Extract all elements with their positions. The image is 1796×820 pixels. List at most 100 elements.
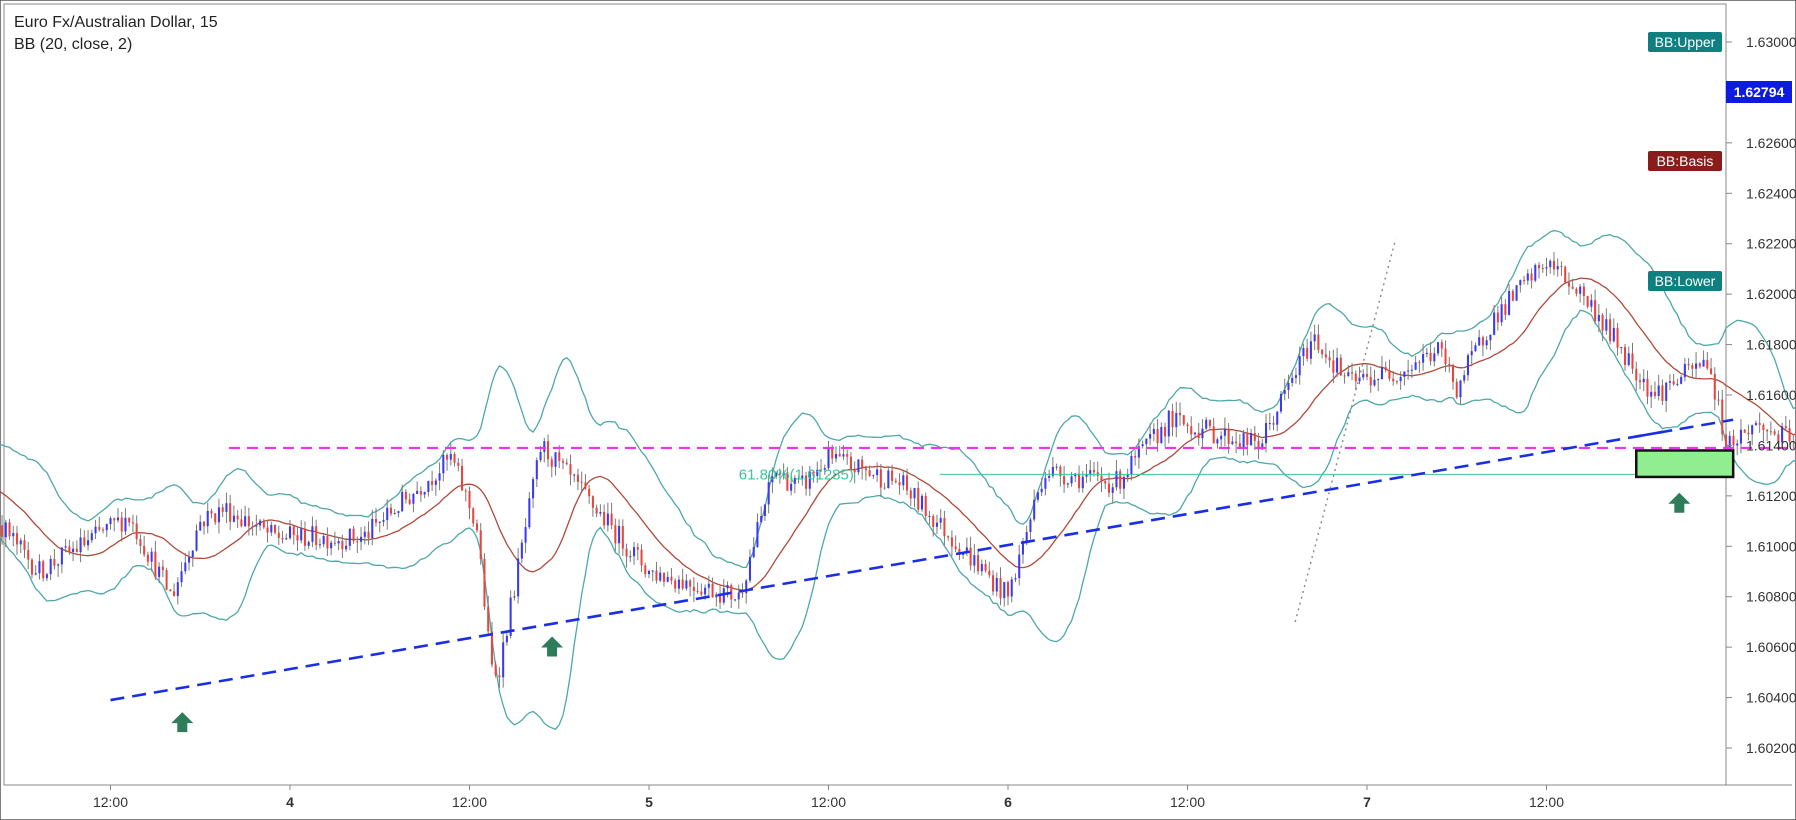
candle[interactable] (53, 548, 56, 570)
candle[interactable] (763, 504, 766, 521)
candle[interactable] (1616, 322, 1619, 356)
candle[interactable] (1564, 265, 1567, 285)
candle[interactable] (23, 534, 26, 559)
candle[interactable] (853, 461, 856, 484)
candle[interactable] (1672, 373, 1675, 386)
candle[interactable] (580, 471, 583, 494)
candle[interactable] (1040, 477, 1043, 496)
candle[interactable] (520, 539, 523, 564)
candle[interactable] (1691, 362, 1694, 378)
candle[interactable] (947, 535, 950, 541)
candle[interactable] (1433, 347, 1436, 367)
candle[interactable] (932, 514, 935, 537)
candle[interactable] (277, 525, 280, 545)
candle[interactable] (42, 559, 45, 582)
candle[interactable] (1048, 469, 1051, 482)
candle[interactable] (1698, 362, 1701, 369)
candle[interactable] (846, 449, 849, 465)
candle[interactable] (1306, 338, 1309, 362)
candle[interactable] (1392, 370, 1395, 386)
candle[interactable] (752, 537, 755, 559)
candle[interactable] (1160, 422, 1163, 444)
candle[interactable] (1362, 369, 1365, 381)
candle[interactable] (1145, 438, 1148, 456)
candle[interactable] (460, 458, 464, 492)
candle[interactable] (640, 544, 643, 573)
candle[interactable] (827, 440, 830, 470)
candle[interactable] (311, 516, 314, 548)
candle[interactable] (1152, 423, 1155, 442)
candle[interactable] (1302, 343, 1305, 366)
candle[interactable] (367, 521, 370, 545)
candle[interactable] (1265, 414, 1268, 453)
candle[interactable] (685, 573, 688, 591)
candle[interactable] (72, 541, 75, 562)
candle[interactable] (217, 498, 220, 534)
candle[interactable] (1751, 424, 1754, 446)
candle[interactable] (337, 537, 340, 551)
candle[interactable] (625, 543, 628, 568)
candle[interactable] (1695, 352, 1698, 379)
candle[interactable] (1687, 358, 1690, 371)
candle[interactable] (1175, 401, 1178, 438)
candle[interactable] (547, 434, 550, 467)
candle[interactable] (715, 592, 718, 607)
candle[interactable] (554, 452, 557, 476)
candle[interactable] (767, 474, 770, 514)
candle[interactable] (595, 504, 598, 518)
candle[interactable] (1739, 419, 1742, 454)
candle[interactable] (1332, 349, 1335, 384)
candle[interactable] (1186, 422, 1189, 433)
candle[interactable] (345, 538, 348, 552)
candle[interactable] (87, 530, 90, 551)
candle[interactable] (1661, 379, 1664, 406)
candle[interactable] (995, 572, 998, 597)
candle[interactable] (909, 487, 912, 506)
candle[interactable] (356, 536, 359, 554)
candle[interactable] (419, 486, 422, 502)
candle[interactable] (64, 539, 67, 553)
candle[interactable] (498, 667, 501, 688)
candle[interactable] (1384, 361, 1387, 373)
candle[interactable] (1407, 359, 1410, 380)
candle[interactable] (505, 630, 508, 646)
candle[interactable] (1167, 409, 1170, 444)
candle[interactable] (1485, 336, 1488, 350)
candle[interactable] (1380, 356, 1383, 380)
candle[interactable] (1582, 282, 1585, 306)
candle[interactable] (984, 559, 987, 573)
candle[interactable] (1710, 357, 1713, 375)
candle[interactable] (318, 538, 321, 549)
candle[interactable] (1571, 278, 1574, 290)
candle[interactable] (733, 598, 737, 602)
candle[interactable] (34, 564, 37, 576)
candle[interactable] (879, 463, 882, 498)
candle[interactable] (30, 558, 33, 579)
candle[interactable] (1481, 335, 1484, 357)
candle[interactable] (1657, 374, 1660, 401)
candle[interactable] (1519, 279, 1522, 293)
candle[interactable] (412, 493, 415, 513)
candle[interactable] (131, 514, 134, 532)
candle[interactable] (857, 458, 860, 476)
candle[interactable] (374, 507, 378, 527)
candle[interactable] (360, 527, 363, 551)
candle[interactable] (1777, 430, 1780, 450)
candle[interactable] (169, 589, 172, 592)
candle[interactable] (472, 507, 475, 527)
candle[interactable] (992, 570, 995, 596)
candle[interactable] (670, 567, 673, 585)
candle[interactable] (161, 559, 164, 578)
candle[interactable] (868, 465, 871, 477)
candle[interactable] (1122, 475, 1125, 499)
candle[interactable] (1414, 356, 1417, 371)
candle[interactable] (1773, 429, 1776, 436)
candle[interactable] (1665, 381, 1668, 413)
candle[interactable] (584, 474, 587, 491)
candle[interactable] (502, 633, 505, 688)
candle[interactable] (225, 492, 228, 524)
candle[interactable] (1451, 363, 1455, 390)
candle[interactable] (210, 508, 213, 519)
candle[interactable] (561, 458, 565, 470)
candle[interactable] (1313, 324, 1316, 351)
